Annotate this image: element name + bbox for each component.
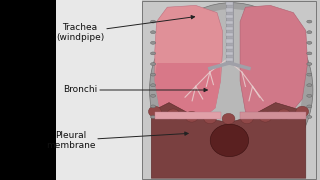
Bar xyxy=(226,2,233,63)
Ellipse shape xyxy=(149,3,313,177)
Text: Trachea
(windpipe): Trachea (windpipe) xyxy=(56,15,195,42)
Bar xyxy=(226,21,233,24)
Circle shape xyxy=(307,105,312,108)
Ellipse shape xyxy=(167,109,180,120)
Polygon shape xyxy=(240,112,306,119)
Ellipse shape xyxy=(210,124,249,157)
Circle shape xyxy=(307,41,312,44)
Circle shape xyxy=(150,52,156,55)
Bar xyxy=(142,0,320,180)
Bar xyxy=(310,0,320,180)
Circle shape xyxy=(307,116,312,118)
Circle shape xyxy=(150,73,156,76)
Circle shape xyxy=(150,31,156,34)
Ellipse shape xyxy=(296,106,308,117)
Ellipse shape xyxy=(160,9,302,171)
Circle shape xyxy=(307,94,312,97)
Bar xyxy=(226,15,233,18)
Circle shape xyxy=(150,63,156,66)
Circle shape xyxy=(150,94,156,97)
Circle shape xyxy=(307,63,312,66)
Bar xyxy=(0,0,56,180)
Ellipse shape xyxy=(277,109,290,120)
Circle shape xyxy=(150,41,156,44)
Ellipse shape xyxy=(148,106,161,117)
Circle shape xyxy=(150,105,156,108)
Polygon shape xyxy=(155,5,222,122)
Ellipse shape xyxy=(259,111,272,122)
Ellipse shape xyxy=(204,113,217,124)
Circle shape xyxy=(307,73,312,76)
Polygon shape xyxy=(155,112,220,119)
Ellipse shape xyxy=(222,113,235,124)
Bar xyxy=(226,39,233,43)
Polygon shape xyxy=(155,63,220,122)
Circle shape xyxy=(307,52,312,55)
Ellipse shape xyxy=(185,111,198,122)
Bar xyxy=(56,0,142,180)
Ellipse shape xyxy=(241,113,253,124)
Circle shape xyxy=(150,116,156,118)
Bar xyxy=(226,33,233,36)
Circle shape xyxy=(307,20,312,23)
Bar xyxy=(226,2,233,5)
Bar xyxy=(226,58,233,61)
Bar xyxy=(226,8,233,12)
Bar xyxy=(226,52,233,55)
Circle shape xyxy=(307,84,312,87)
Circle shape xyxy=(150,20,156,23)
Circle shape xyxy=(307,31,312,34)
Bar xyxy=(142,1,316,179)
Text: Bronchi: Bronchi xyxy=(63,86,207,94)
Polygon shape xyxy=(151,103,306,178)
Text: Pleural
membrane: Pleural membrane xyxy=(46,131,188,150)
Polygon shape xyxy=(240,5,308,122)
Bar xyxy=(226,46,233,49)
Circle shape xyxy=(150,84,156,87)
Bar xyxy=(226,27,233,30)
